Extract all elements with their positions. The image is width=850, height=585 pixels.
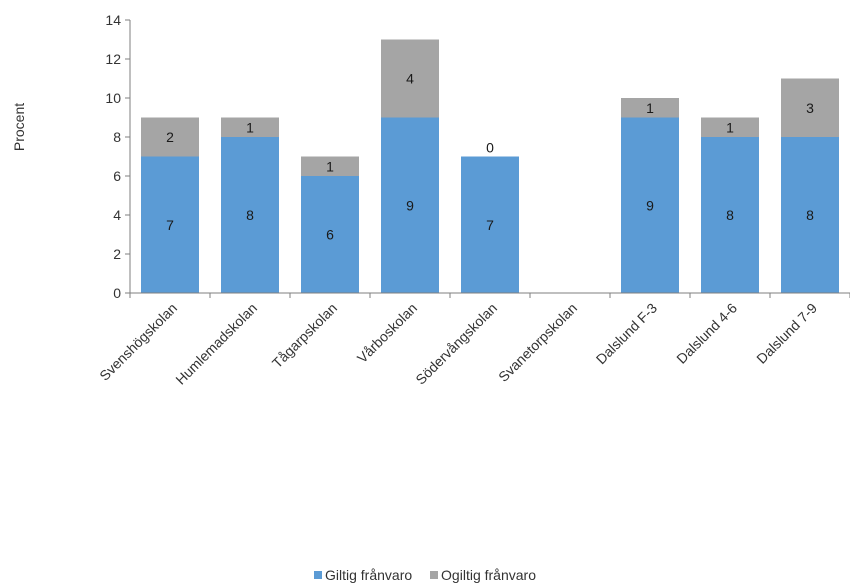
data-label-ogiltig-2: 1 [326,158,334,174]
data-label-ogiltig-8: 3 [806,100,814,116]
bar-ogiltig-1 [221,117,279,137]
data-label-ogiltig-7: 1 [726,119,734,135]
legend-swatch-ogiltig [430,571,439,579]
bar-giltig-8 [781,137,839,293]
data-label-giltig-1: 8 [246,207,254,223]
x-tick-label-2: Tågarpskolan [269,300,340,371]
data-label-giltig-4: 7 [486,217,494,233]
y-tick-label-2: 2 [113,246,121,262]
bar-giltig-7 [701,137,759,293]
bar-giltig-2 [301,176,359,293]
legend: Giltig frånvaro Ogiltig frånvaro [0,566,850,583]
y-tick-label-14: 14 [105,12,121,28]
y-tick-label-0: 0 [113,285,121,301]
bar-ogiltig-0 [141,117,199,157]
legend-item-giltig: Giltig frånvaro [314,567,412,583]
y-tick-label-10: 10 [105,90,121,106]
data-label-giltig-0: 7 [166,217,174,233]
x-tick-label-0: Svenshögskolan [96,300,180,384]
data-label-ogiltig-6: 1 [646,100,654,116]
x-tick-label-8: Dalslund 7-9 [753,300,820,367]
bars-layer [141,39,839,293]
x-tick-label-7: Dalslund 4-6 [673,300,740,367]
data-label-giltig-8: 8 [806,207,814,223]
legend-label-ogiltig: Ogiltig frånvaro [441,567,536,583]
data-label-giltig-7: 8 [726,207,734,223]
bar-giltig-0 [141,156,199,293]
x-tick-label-4: Södervångskolan [412,300,500,388]
data-label-ogiltig-1: 1 [246,119,254,135]
data-label-ogiltig-0: 2 [166,129,174,145]
y-tick-label-4: 4 [113,207,121,223]
bar-giltig-4 [461,156,519,293]
y-axis-label: Procent [11,103,27,151]
y-tick-label-8: 8 [113,129,121,145]
data-label-ogiltig-4: 0 [486,140,494,156]
x-tick-label-5: Svanetorpskolan [495,300,580,385]
bar-ogiltig-7 [701,117,759,137]
legend-item-ogiltig: Ogiltig frånvaro [430,567,536,583]
bar-ogiltig-8 [781,78,839,137]
data-label-giltig-2: 6 [326,227,334,243]
bar-giltig-6 [621,117,679,293]
y-tick-label-12: 12 [105,51,121,67]
data-label-giltig-6: 9 [646,197,654,213]
x-tick-label-6: Dalslund F-3 [593,300,661,368]
data-label-giltig-3: 9 [406,197,414,213]
bar-ogiltig-3 [381,39,439,118]
y-tick-label-6: 6 [113,168,121,184]
bar-ogiltig-2 [301,156,359,176]
bar-giltig-1 [221,137,279,293]
data-label-ogiltig-3: 4 [406,71,414,87]
x-tick-label-3: Vårboskolan [354,300,420,366]
bar-ogiltig-6 [621,98,679,118]
legend-label-giltig: Giltig frånvaro [325,567,413,583]
bar-giltig-3 [381,117,439,293]
legend-swatch-giltig [314,571,322,579]
x-tick-label-1: Humlemadskolan [172,300,260,388]
